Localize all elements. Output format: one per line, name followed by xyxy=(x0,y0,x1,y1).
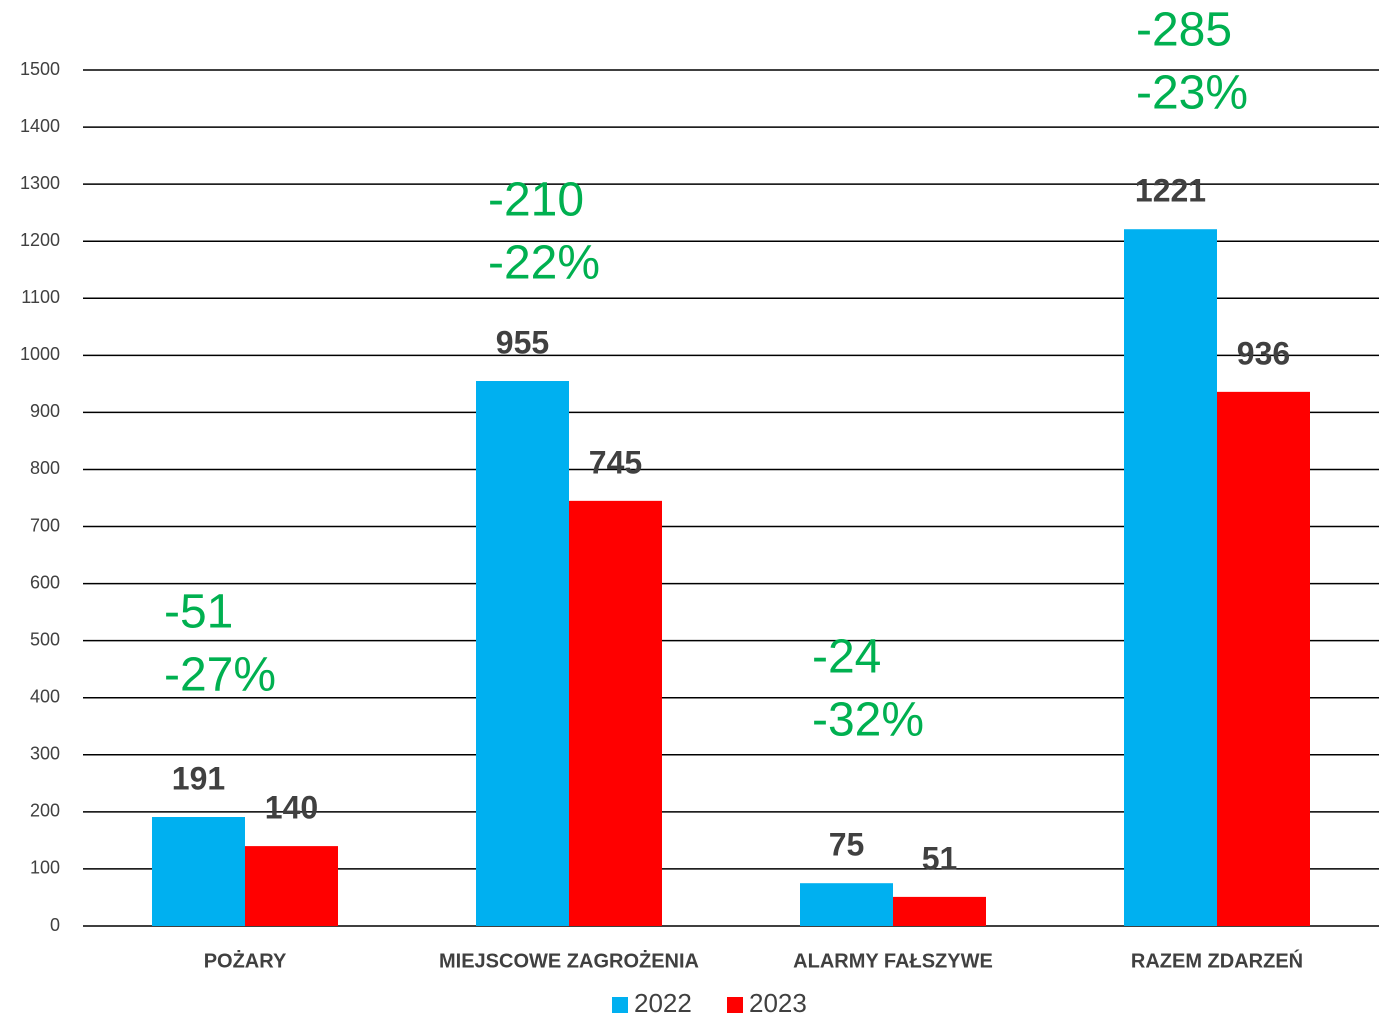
y-tick-label: 600 xyxy=(30,572,60,592)
y-tick-label: 200 xyxy=(30,801,60,821)
y-tick-label: 700 xyxy=(30,515,60,535)
bar xyxy=(476,381,569,927)
data-label: 936 xyxy=(1237,335,1290,371)
legend-swatch xyxy=(727,997,743,1013)
annotation: -23% xyxy=(1136,67,1248,120)
annotation: -32% xyxy=(812,694,924,747)
annotation: -27% xyxy=(164,649,276,702)
annotation: -22% xyxy=(488,237,600,290)
y-tick-label: 400 xyxy=(30,686,60,706)
data-label: 955 xyxy=(496,324,549,360)
y-tick-label: 1000 xyxy=(20,344,60,364)
y-tick-label: 1400 xyxy=(20,116,60,136)
legend-swatch xyxy=(612,997,628,1013)
bar xyxy=(569,500,662,926)
x-tick-label: POŻARY xyxy=(204,949,287,972)
y-tick-label: 1200 xyxy=(20,230,60,250)
y-tick-label: 0 xyxy=(50,915,60,935)
y-tick-label: 100 xyxy=(30,858,60,878)
bar xyxy=(152,817,245,926)
y-tick-label: 1500 xyxy=(20,59,60,79)
annotation: -210 xyxy=(488,174,584,227)
data-label: 191 xyxy=(172,760,225,796)
x-tick-label: ALARMY FAŁSZYWE xyxy=(793,950,993,972)
bar xyxy=(245,846,338,926)
y-tick-label: 900 xyxy=(30,401,60,421)
bar xyxy=(800,883,893,926)
bar xyxy=(1217,391,1310,927)
annotation: -51 xyxy=(164,586,233,639)
x-tick-label: MIEJSCOWE ZAGROŻENIA xyxy=(439,949,699,972)
y-tick-label: 800 xyxy=(30,458,60,478)
bar xyxy=(893,896,986,926)
data-label: 1221 xyxy=(1135,173,1206,209)
data-label: 51 xyxy=(922,840,958,876)
legend-label: 2023 xyxy=(749,988,807,1018)
legend-label: 2022 xyxy=(634,988,692,1018)
y-tick-label: 300 xyxy=(30,744,60,764)
y-tick-label: 1100 xyxy=(21,287,60,307)
annotation: -285 xyxy=(1136,4,1232,57)
bar xyxy=(1124,229,1217,926)
y-tick-label: 1300 xyxy=(20,173,60,193)
x-tick-label: RAZEM ZDARZEŃ xyxy=(1131,949,1303,972)
data-label: 140 xyxy=(265,790,318,826)
y-tick-label: 500 xyxy=(30,629,60,649)
data-label: 745 xyxy=(589,444,642,480)
data-label: 75 xyxy=(829,827,865,863)
annotation: -24 xyxy=(812,631,881,684)
